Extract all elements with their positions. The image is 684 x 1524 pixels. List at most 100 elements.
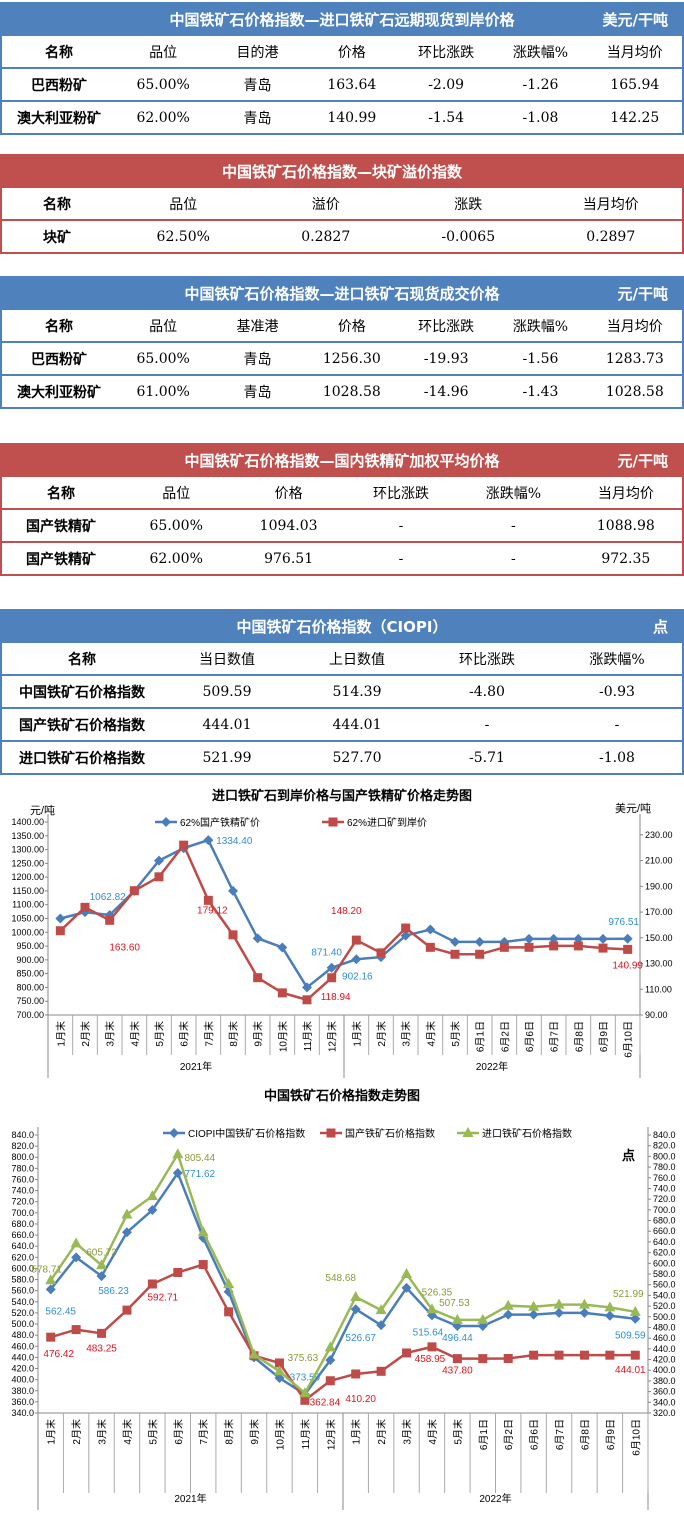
column-header: 环比涨跌 [373, 485, 430, 502]
square-marker [427, 1342, 437, 1352]
y2-tick-label: 800.0 [653, 1151, 676, 1161]
square-marker [499, 942, 509, 952]
y-tick-label: 1100.00 [12, 900, 44, 910]
x-tick-label: 5月末 [153, 1021, 166, 1047]
column-header: 名称 [43, 196, 71, 213]
y2-tick-label: 640.0 [653, 1237, 676, 1247]
column-header: 环比涨跌 [459, 651, 515, 668]
y2-tick-label: 540.0 [653, 1290, 676, 1300]
table-row: 块矿 62.50% 0.2827 -0.0065 0.2897 [2, 221, 682, 254]
square-marker [529, 1350, 539, 1360]
triangle-marker [375, 1304, 387, 1315]
table-row: 巴西粉矿 65.00% 青岛 163.64 -2.09 -1.26 165.94 [2, 69, 682, 102]
diamond-marker [203, 835, 214, 846]
square-marker [503, 1354, 513, 1364]
diamond-marker [426, 1310, 437, 1321]
x-tick-label: 6月1日 [478, 1419, 490, 1450]
y2-tick-label: 720.0 [653, 1194, 676, 1204]
y2-tick-label: 620.0 [653, 1248, 676, 1258]
y2-tick-label: 480.0 [653, 1322, 676, 1332]
data-label: 496.44 [442, 1333, 473, 1344]
y2-tick-label: 400.0 [653, 1365, 676, 1375]
column-header: 基准港 [236, 318, 279, 335]
data-label: 118.94 [321, 992, 351, 1003]
table-cell: 中国铁矿石价格指数 [19, 684, 145, 701]
x-group-label: 2022年 [479, 1492, 511, 1505]
column-header: 环比涨跌 [418, 44, 475, 61]
x-tick-label: 9月末 [252, 1021, 265, 1047]
legend-label: 国产铁矿石价格指数 [345, 1127, 435, 1140]
table-cell: 65.00% [149, 517, 203, 534]
price-table: 中国铁矿石价格指数—进口铁矿石远期现货到岸价格 美元/干吨 名称 品位 目的港 价格 环比涨… [0, 2, 684, 135]
price-table: 中国铁矿石价格指数（CIOPI） 点名称 当日数值 上日数值 环比涨跌 涨跌幅% 中国铁矿石… [0, 609, 684, 775]
column-header: 品位 [169, 196, 198, 213]
x-tick-label: 11月末 [299, 1419, 312, 1449]
diamond-marker [55, 913, 66, 924]
table-cell: 进口铁矿石价格指数 [19, 750, 145, 767]
y-tick-label: 500.0 [11, 1319, 34, 1329]
y2-axis-label: 点 [622, 1148, 635, 1163]
table-cell: - [398, 517, 404, 534]
diamond-marker [630, 1313, 641, 1324]
square-marker [46, 1332, 56, 1342]
diamond-marker [351, 954, 362, 965]
diamond-marker [474, 936, 485, 947]
y-tick-label: 340.0 [11, 1408, 34, 1418]
square-marker [154, 872, 164, 882]
y-tick-label: 850.00 [16, 969, 44, 979]
square-marker [55, 926, 65, 936]
diamond-marker [277, 942, 288, 953]
square-marker [524, 942, 534, 952]
data-label: 458.95 [415, 1354, 446, 1365]
table-cell: -19.93 [423, 350, 469, 367]
column-header: 品位 [149, 44, 178, 61]
x-tick-label: 6月末 [178, 1021, 191, 1047]
square-marker [376, 1366, 386, 1376]
table-cell: - [614, 716, 620, 733]
table-header-row: 名称 品位 价格 环比涨跌 涨跌幅% 当月均价 [2, 477, 682, 510]
y-tick-label: 540.0 [11, 1297, 34, 1307]
diamond-marker [121, 1227, 132, 1238]
x-tick-label: 2月末 [70, 1419, 83, 1445]
table-cell: 0.2827 [301, 228, 351, 245]
y-tick-label: 1050.00 [11, 914, 44, 924]
diamond-marker [499, 936, 510, 947]
diamond-marker [400, 930, 411, 941]
square-marker [623, 944, 633, 954]
data-label: 526.67 [345, 1333, 376, 1344]
table-cell: 青岛 [243, 77, 272, 94]
diamond-marker [45, 1284, 56, 1295]
y2-tick-label: 150.00 [645, 933, 673, 943]
table-cell: 国产铁矿石价格指数 [19, 717, 145, 734]
table-cell: 巴西粉矿 [31, 77, 87, 94]
diamond-marker [325, 1355, 336, 1366]
y2-tick-label: 110.00 [645, 984, 672, 994]
data-label: 521.99 [613, 1289, 644, 1300]
triangle-marker [172, 1148, 184, 1159]
y2-tick-label: 360.0 [653, 1387, 676, 1397]
table-cell: -0.0065 [441, 228, 496, 245]
diamond-marker [425, 924, 436, 935]
square-marker [327, 973, 337, 983]
square-marker [80, 902, 90, 912]
legend-label: 62%国产铁精矿价 [180, 816, 260, 829]
table-cell: - [511, 550, 516, 567]
y2-tick-label: 440.0 [653, 1344, 676, 1354]
column-header: 价格 [337, 318, 366, 335]
data-label: 515.64 [413, 1327, 444, 1338]
y2-tick-label: 380.0 [653, 1376, 676, 1386]
y2-tick-label: 660.0 [653, 1226, 676, 1236]
table-title-bar: 中国铁矿石价格指数—进口铁矿石现货成交价格 元/干吨 [2, 276, 682, 310]
table-cell: 65.00% [136, 76, 190, 93]
table-title: 中国铁矿石价格指数—进口铁矿石现货成交价格 [184, 284, 500, 303]
diamond-marker [161, 817, 171, 827]
x-tick-label: 1月末 [350, 1021, 363, 1047]
square-marker [105, 915, 115, 925]
table-cell: 青岛 [243, 351, 272, 368]
table-cell: 1028.58 [605, 383, 664, 400]
y2-tick-label: 680.0 [653, 1216, 676, 1226]
diamond-marker [147, 1205, 158, 1216]
y-tick-label: 1400.00 [11, 817, 44, 827]
diamond-marker [169, 1128, 179, 1138]
square-marker [147, 1279, 157, 1289]
